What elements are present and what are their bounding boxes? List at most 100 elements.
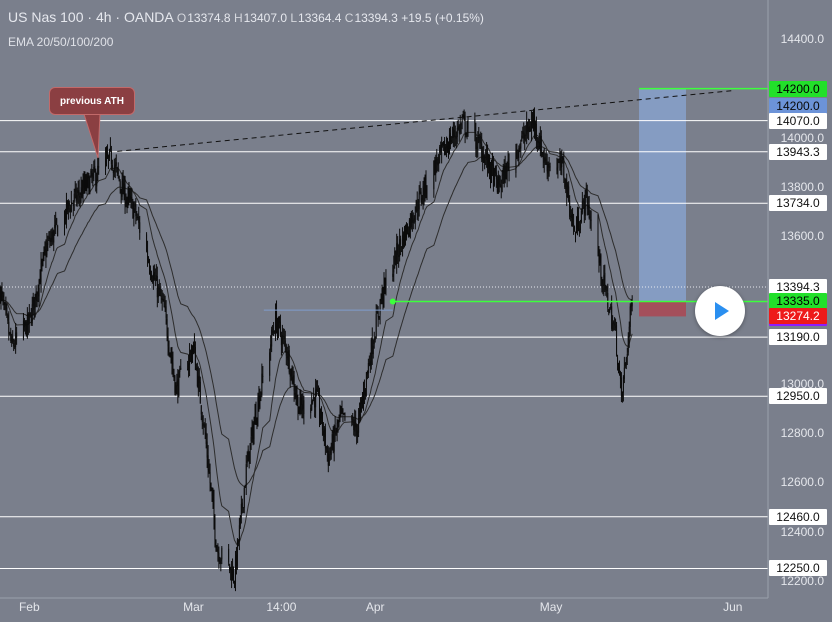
candle-body [482, 153, 484, 162]
previous-ath-callout[interactable]: previous ATH [49, 87, 135, 115]
candle-body [452, 128, 454, 138]
candle-body [565, 178, 567, 190]
candle-body [357, 430, 359, 437]
candle-body [197, 376, 199, 389]
price-badge-white: 13190.0 [769, 329, 827, 346]
candle-body [192, 343, 194, 353]
candle-body [159, 286, 161, 296]
candle-body [474, 119, 476, 132]
candle-body [172, 362, 174, 370]
candle-body [188, 363, 190, 370]
candle-body [74, 188, 76, 193]
candle-body [286, 356, 288, 359]
symbol-name[interactable]: US Nas 100 [8, 9, 84, 25]
candle-body [508, 163, 510, 171]
candle-body [241, 502, 243, 508]
candle-body [620, 378, 622, 397]
candle-body [168, 347, 170, 353]
open-value: 13374.8 [187, 11, 231, 25]
candle-body [404, 227, 406, 248]
candle-body [56, 218, 58, 224]
candle-body [29, 312, 31, 315]
candle-body [420, 191, 422, 201]
candle-body [627, 336, 629, 353]
candle-body [499, 183, 501, 187]
candle-body [332, 434, 334, 451]
candle-body [602, 284, 604, 287]
candle-body [484, 155, 486, 163]
candle-body [588, 204, 590, 219]
price-badge-blue: 14200.0 [769, 97, 827, 114]
candle-body [583, 201, 585, 214]
candle-body [108, 149, 110, 159]
candle-body [382, 289, 384, 300]
candle-body [162, 299, 164, 301]
candle-body [71, 202, 73, 204]
candle-body [559, 157, 561, 163]
candle-body [535, 123, 537, 139]
candle-body [80, 187, 82, 195]
candle-body [496, 179, 498, 193]
indicator-legend[interactable]: EMA 20/50/100/200 [8, 35, 114, 49]
candle-body [257, 397, 259, 418]
price-badge-white: 12250.0 [769, 560, 827, 577]
candle-body [276, 310, 278, 333]
candle-body [486, 153, 488, 160]
candle-body [590, 219, 592, 221]
candle-body [527, 121, 529, 132]
interval[interactable]: 4h [95, 9, 112, 25]
candle-body [148, 264, 150, 271]
candle-body [94, 165, 96, 172]
candle-body [401, 246, 403, 248]
candle-body [517, 150, 519, 158]
candle-body [177, 379, 179, 395]
candle-body [362, 391, 364, 401]
candle-body [116, 167, 118, 169]
candle-body [502, 168, 504, 176]
candle-body [98, 166, 100, 168]
candle-body [303, 400, 305, 414]
candle-body [450, 140, 452, 143]
candle-body [435, 157, 437, 175]
candle-body [260, 392, 262, 395]
candle-body [581, 201, 583, 213]
candle-body [213, 499, 215, 520]
candle-body [410, 212, 412, 228]
drawing-tools [83, 87, 768, 311]
candle-body [148, 260, 150, 262]
candle-body [232, 568, 234, 581]
candle-body [422, 186, 424, 201]
candle-body [321, 412, 323, 431]
candle-body [291, 366, 293, 382]
candle-body [331, 434, 333, 449]
candle-body [460, 124, 462, 126]
candle-body [398, 255, 400, 257]
candle-body [298, 411, 300, 414]
candle-body [378, 316, 380, 318]
x-tick-label: 14:00 [266, 600, 297, 614]
candle-body [394, 250, 396, 265]
candle-body [38, 280, 40, 297]
candle-body [68, 202, 70, 206]
candle-body [151, 280, 153, 282]
candle-body [477, 136, 479, 151]
candle-body [255, 412, 257, 423]
candle-body [603, 275, 605, 286]
candle-body [216, 549, 218, 552]
high-label: H [233, 11, 243, 25]
replay-play-button[interactable] [695, 286, 745, 336]
candle-body [234, 582, 236, 584]
candle-body [533, 115, 535, 129]
candle-body [358, 417, 360, 433]
price-badge-white: 12950.0 [769, 388, 827, 405]
candle-body [269, 352, 271, 376]
y-tick-label: 12800.0 [780, 426, 824, 441]
candle-body [520, 142, 522, 149]
candle-body [433, 160, 435, 190]
candle-body [45, 250, 47, 258]
candle-body [383, 278, 385, 302]
y-tick-label: 13800.0 [780, 180, 824, 195]
candle-body [586, 191, 588, 210]
low-value: 13364.4 [298, 11, 342, 25]
